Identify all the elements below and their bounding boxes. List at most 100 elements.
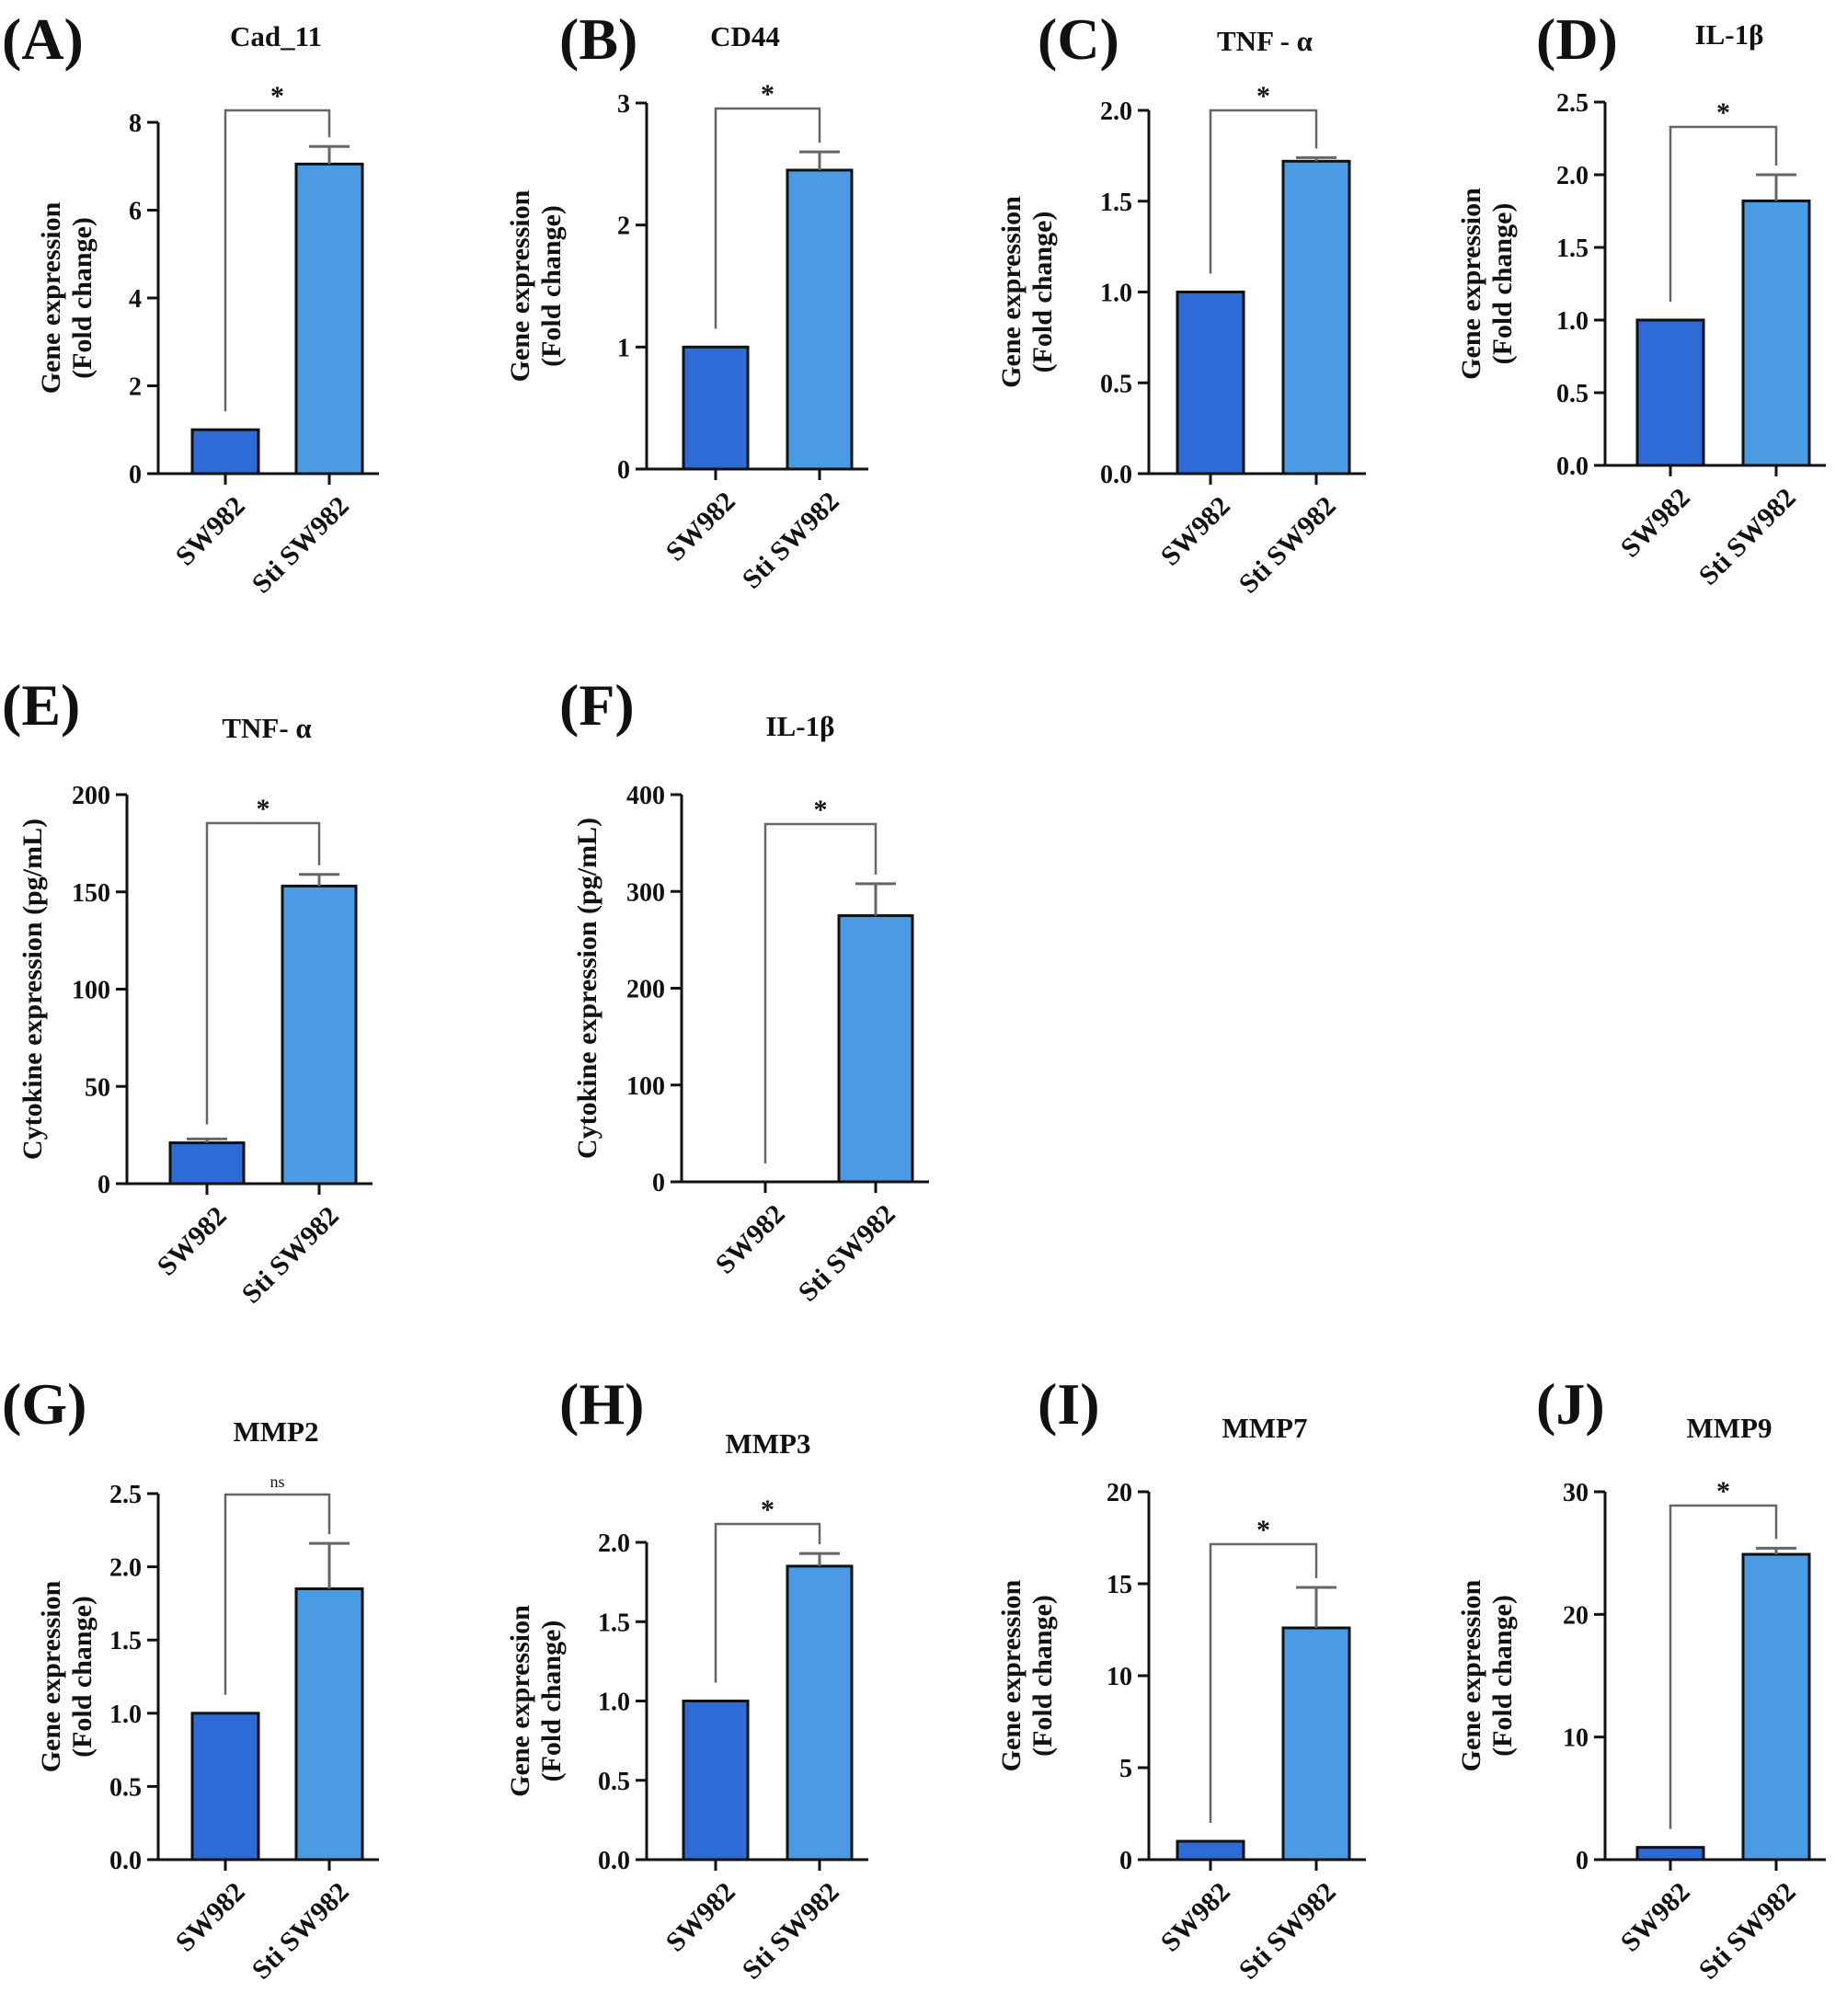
y-tick-label: 50 [85, 1073, 110, 1102]
y-tick-label: 1 [617, 334, 630, 362]
y-tick-label: 300 [626, 878, 665, 907]
y-axis-label: (Fold change) [536, 205, 567, 367]
chart-title: TNF - α [1217, 25, 1313, 57]
x-category-label: SW982 [1615, 1876, 1696, 1957]
x-category-label: SW982 [152, 1200, 233, 1281]
y-tick-label: 2 [129, 373, 142, 402]
y-tick-label: 1.0 [598, 1689, 630, 1717]
y-tick-label: 200 [72, 782, 110, 810]
y-tick-label: 400 [626, 782, 665, 810]
bar-control [168, 1141, 246, 1186]
y-tick-label: 150 [72, 879, 110, 908]
panel-letter: (G) [2, 1371, 86, 1437]
significance-marker: * [1716, 1476, 1730, 1506]
chart-title: MMP7 [1222, 1412, 1308, 1444]
significance-bracket [205, 821, 321, 1125]
y-tick-label: 0.5 [109, 1773, 142, 1802]
significance-marker: ns [270, 1472, 284, 1491]
y-tick-label: 1.5 [109, 1627, 142, 1655]
panel-letter: (C) [1038, 6, 1119, 72]
y-tick-label: 2.5 [109, 1481, 142, 1509]
y-tick-label: 30 [1563, 1479, 1589, 1507]
x-category-label: Sti SW982 [1233, 490, 1342, 599]
y-tick-label: 0.0 [1100, 461, 1132, 489]
y-tick-label: 0.0 [109, 1847, 142, 1875]
x-category-label: Sti SW982 [247, 1876, 355, 1985]
y-tick-label: 2.0 [1100, 97, 1132, 126]
bar-control [1635, 1846, 1705, 1861]
y-axis-label: Cytokine expression (pg/mL) [17, 819, 48, 1160]
panel-letter: (F) [559, 672, 635, 738]
bar-treated [786, 1564, 854, 1861]
significance-marker: * [814, 795, 828, 825]
bar-treated [1281, 1626, 1351, 1861]
bar-treated [1741, 199, 1811, 467]
significance-bracket [714, 107, 821, 329]
y-tick-label: 1.5 [598, 1609, 630, 1637]
x-category-label: SW982 [170, 1876, 251, 1957]
bar-treated [294, 162, 364, 475]
x-category-label: Sti SW982 [793, 1198, 901, 1307]
y-tick-label: 0.0 [598, 1847, 630, 1875]
y-tick-label: 2.0 [109, 1554, 142, 1583]
significance-marker: * [257, 794, 270, 824]
chart-title: CD44 [710, 20, 780, 52]
y-axis-label: Gene expression [996, 1579, 1027, 1771]
x-category-label: SW982 [710, 1198, 791, 1279]
y-tick-label: 0 [1576, 1847, 1589, 1875]
panel-letter: (A) [2, 6, 84, 72]
bar-control [1176, 1839, 1245, 1861]
bar-treated [281, 884, 358, 1186]
y-tick-label: 1.5 [1556, 235, 1589, 263]
y-tick-label: 5 [1119, 1755, 1132, 1783]
y-tick-label: 1.0 [109, 1701, 142, 1729]
y-tick-label: 2 [617, 212, 630, 241]
y-tick-label: 15 [1107, 1571, 1132, 1599]
bar-control [1635, 318, 1705, 467]
significance-bracket [1209, 109, 1318, 274]
x-category-label: SW982 [1615, 482, 1696, 563]
y-tick-label: 20 [1107, 1479, 1132, 1507]
y-axis-label: (Fold change) [67, 1596, 98, 1758]
x-category-label: SW982 [660, 486, 741, 567]
y-tick-label: 0.5 [1556, 380, 1589, 408]
y-axis-label: Gene expression [1456, 188, 1486, 380]
significance-bracket [1669, 1504, 1778, 1829]
y-tick-label: 0 [652, 1169, 665, 1197]
y-tick-label: 10 [1107, 1663, 1132, 1691]
bar-treated [294, 1586, 364, 1861]
x-category-label: SW982 [1155, 490, 1236, 571]
y-axis-label: Gene expression [505, 1605, 535, 1797]
bar-control [682, 345, 750, 471]
panel-letter: (D) [1536, 6, 1618, 72]
y-tick-label: 2.0 [598, 1529, 630, 1558]
chart-title: MMP3 [726, 1427, 811, 1460]
y-axis-label: Gene expression [36, 1580, 66, 1772]
bar-treated [1281, 159, 1351, 475]
significance-bracket [224, 109, 331, 412]
chart-title: MMP9 [1687, 1412, 1772, 1444]
significance-marker: * [761, 1495, 774, 1525]
y-tick-label: 0.5 [598, 1768, 630, 1796]
significance-bracket [714, 1522, 821, 1683]
y-tick-label: 100 [626, 1072, 665, 1101]
x-category-label: Sti SW982 [1693, 482, 1802, 590]
chart-title: TNF- α [222, 712, 311, 744]
x-category-label: Sti SW982 [737, 1876, 845, 1985]
y-axis-label: (Fold change) [1487, 1595, 1518, 1757]
chart-title: Cad_11 [230, 20, 322, 52]
y-axis-label: (Fold change) [1027, 1595, 1058, 1757]
y-tick-label: 1.5 [1100, 189, 1132, 217]
y-tick-label: 6 [129, 198, 142, 226]
y-tick-label: 100 [72, 977, 110, 1005]
y-tick-label: 3 [617, 90, 630, 119]
y-tick-label: 2.0 [1556, 162, 1589, 190]
